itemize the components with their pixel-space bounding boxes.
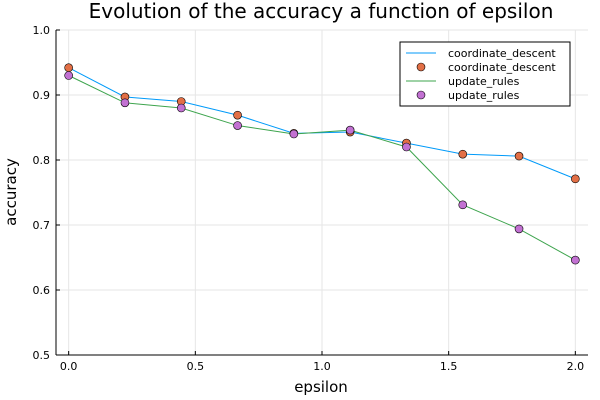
data-point-update_rules	[402, 142, 411, 152]
data-point-coordinate_descent	[514, 151, 524, 161]
data-point-coordinate_descent	[233, 110, 242, 120]
data-point-update_rules	[233, 121, 242, 130]
y-tick-label: 0.7	[33, 219, 51, 232]
legend-label: coordinate_descent	[448, 47, 556, 60]
y-tick-label: 0.5	[33, 349, 51, 362]
data-point-coordinate_descent	[571, 174, 580, 184]
series-line-coordinate_descent	[68, 67, 576, 180]
data-point-update_rules	[571, 255, 580, 265]
series-line-update_rules	[68, 75, 576, 261]
x-tick-label: 2.0	[567, 360, 585, 373]
legend-label: coordinate_descent	[448, 61, 556, 74]
data-point-coordinate_descent	[64, 63, 73, 72]
data-point-update_rules	[289, 129, 299, 139]
data-point-update_rules	[64, 71, 73, 80]
legend: coordinate_descentcoordinate_descentupda…	[399, 41, 571, 107]
y-axis-label: accuracy	[2, 158, 20, 226]
data-point-coordinate_descent	[458, 149, 468, 159]
series-layer	[64, 63, 580, 265]
x-tick-label: 0.0	[60, 360, 78, 373]
x-axis-label: epsilon	[294, 378, 348, 396]
y-tick-label: 0.9	[33, 89, 51, 102]
y-tick-label: 0.6	[33, 284, 51, 297]
legend-marker-swatch	[416, 90, 426, 100]
y-tick-label: 0.8	[33, 154, 51, 167]
chart-title: Evolution of the accuracy a function of …	[89, 0, 554, 23]
x-ticks: 0.0 0.5 1.0 1.5 2.0	[60, 351, 584, 373]
legend-label: update_rules	[448, 75, 520, 88]
data-point-update_rules	[345, 125, 355, 135]
x-tick-label: 1.5	[440, 360, 458, 373]
y-tick-label: 1.0	[33, 24, 51, 37]
data-point-update_rules	[514, 224, 524, 234]
data-point-update_rules	[458, 200, 468, 210]
legend-marker-swatch	[416, 62, 426, 72]
data-point-update_rules	[176, 103, 186, 113]
y-ticks: 0.5 0.6 0.7 0.8 0.9 1.0	[33, 24, 60, 362]
legend-label: update_rules	[448, 89, 520, 102]
x-tick-label: 0.5	[187, 360, 205, 373]
data-point-update_rules	[120, 98, 130, 108]
x-tick-label: 1.0	[313, 360, 331, 373]
